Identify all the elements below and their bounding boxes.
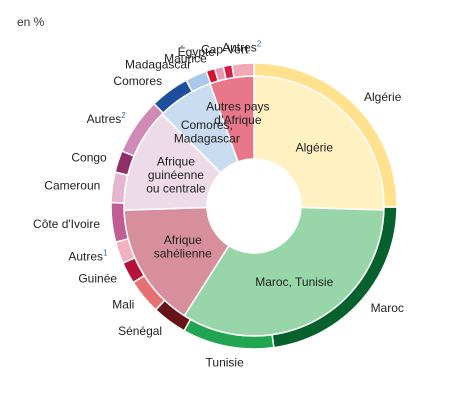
outer-label-maurice: Maurice (164, 51, 207, 65)
outer-label-cote-d-ivoire: Côte d'Ivoire (33, 217, 100, 231)
outer-label-egypte: Égypte (178, 44, 216, 59)
outer-label-autres2: Autres2 (87, 111, 127, 126)
outer-label-tunisie: Tunisie (206, 355, 245, 369)
outer-label-congo: Congo (71, 151, 107, 165)
outer-label-autres1: Autres1 (68, 249, 108, 264)
inner-slice-maroc-tunisie (183, 206, 385, 337)
outer-label-autres2: Autres2 (222, 39, 262, 54)
outer-ring (110, 62, 398, 350)
inner-label-maroc-tunisie: Maroc, Tunisie (255, 275, 333, 289)
inner-label-afrique-guineenne-ou-centrale: Afrique guinéenne ou centrale (146, 155, 206, 196)
outer-label-comores: Comores (113, 74, 162, 88)
outer-label-cameroun: Cameroun (44, 179, 100, 193)
outer-label-algerie: Algérie (364, 90, 402, 104)
inner-ring-labels: Algérie Maroc, Tunisie Afrique sahélienne Af… (146, 100, 333, 289)
outer-label-senegal: Sénégal (118, 324, 162, 338)
outer-label-guinee: Guinée (78, 272, 117, 286)
inner-label-algerie: Algérie (296, 141, 334, 155)
outer-slice-autres2 (231, 62, 255, 79)
outer-label-maroc: Maroc (371, 301, 404, 315)
unit-label: en % (17, 15, 45, 29)
outer-ring-labels: Algérie Maroc Tunisie Sénégal Mali Guinée Autr… (33, 39, 404, 369)
inner-label-afrique-sahelienne: Afrique sahélienne (154, 233, 212, 261)
outer-label-madagascar: Madagascar (125, 57, 191, 71)
inner-label-autres-pays-d-afrique: Autres pays d’Afrique (206, 100, 269, 128)
outer-label-cap-vert: Cap-Vert (201, 43, 249, 57)
outer-label-mali: Mali (112, 298, 134, 312)
inner-label-comores-madagascar: Comores, Madagascar (174, 118, 240, 146)
